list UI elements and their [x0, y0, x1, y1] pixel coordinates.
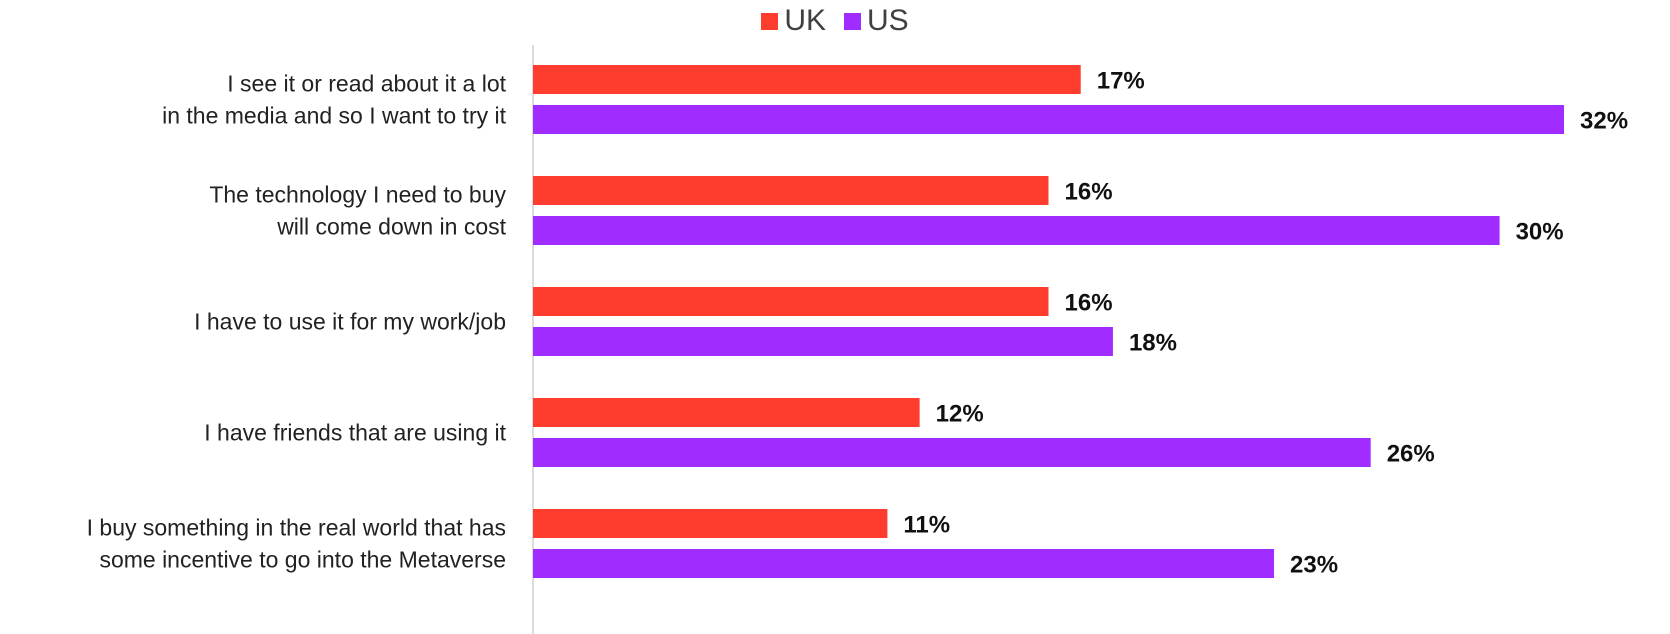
category-label-line: I have to use it for my work/job: [194, 309, 506, 335]
legend-label-us: US: [867, 4, 909, 37]
bar-us: [533, 438, 1371, 467]
legend-swatch-uk: [761, 12, 779, 30]
value-label-uk: 17%: [1097, 68, 1145, 95]
category-label: I buy something in the real world that h…: [87, 515, 506, 573]
category-label: I have to use it for my work/job: [194, 309, 506, 335]
category-label: The technology I need to buy will come do…: [209, 182, 506, 240]
value-label-uk: 16%: [1065, 290, 1113, 317]
legend: UK US: [0, 4, 1670, 38]
category-label-line: will come down in cost: [276, 214, 506, 240]
legend-label-uk: UK: [784, 4, 826, 37]
value-label-us: 32%: [1580, 108, 1628, 135]
category-label-line: I see it or read about it a lot: [227, 71, 506, 97]
category-label: I see it or read about it a lot in the me…: [162, 71, 507, 129]
value-label-uk: 12%: [936, 401, 984, 428]
category-label-line: The technology I need to buy: [209, 182, 506, 208]
bar-us: [533, 327, 1113, 356]
category-label-line: I buy something in the real world that h…: [87, 515, 506, 541]
bar-us: [533, 549, 1275, 578]
category-label: I have friends that are using it: [204, 420, 506, 446]
legend-swatch-us: [844, 12, 861, 30]
category-label-line: in the media and so I want to try it: [162, 103, 507, 129]
bar-uk: [533, 509, 888, 538]
value-label-us: 18%: [1129, 330, 1177, 357]
value-label-us: 30%: [1516, 219, 1564, 246]
bar-uk: [533, 176, 1049, 205]
legend-item-us: US: [844, 4, 909, 38]
category-label-line: I have friends that are using it: [204, 420, 506, 446]
bar-uk: [533, 398, 920, 427]
legend-item-uk: UK: [761, 4, 826, 38]
bar-uk: [533, 65, 1081, 94]
value-label-uk: 11%: [903, 512, 950, 539]
category-label-line: some incentive to go into the Metaverse: [99, 547, 506, 573]
value-label-us: 23%: [1290, 552, 1338, 579]
bar-us: [533, 216, 1500, 245]
bar-us: [533, 105, 1564, 134]
bar-uk: [533, 287, 1049, 316]
value-label-us: 26%: [1387, 441, 1435, 468]
chart-marks: I see it or read about it a lot in the me…: [87, 65, 1628, 579]
value-label-uk: 16%: [1065, 179, 1113, 206]
